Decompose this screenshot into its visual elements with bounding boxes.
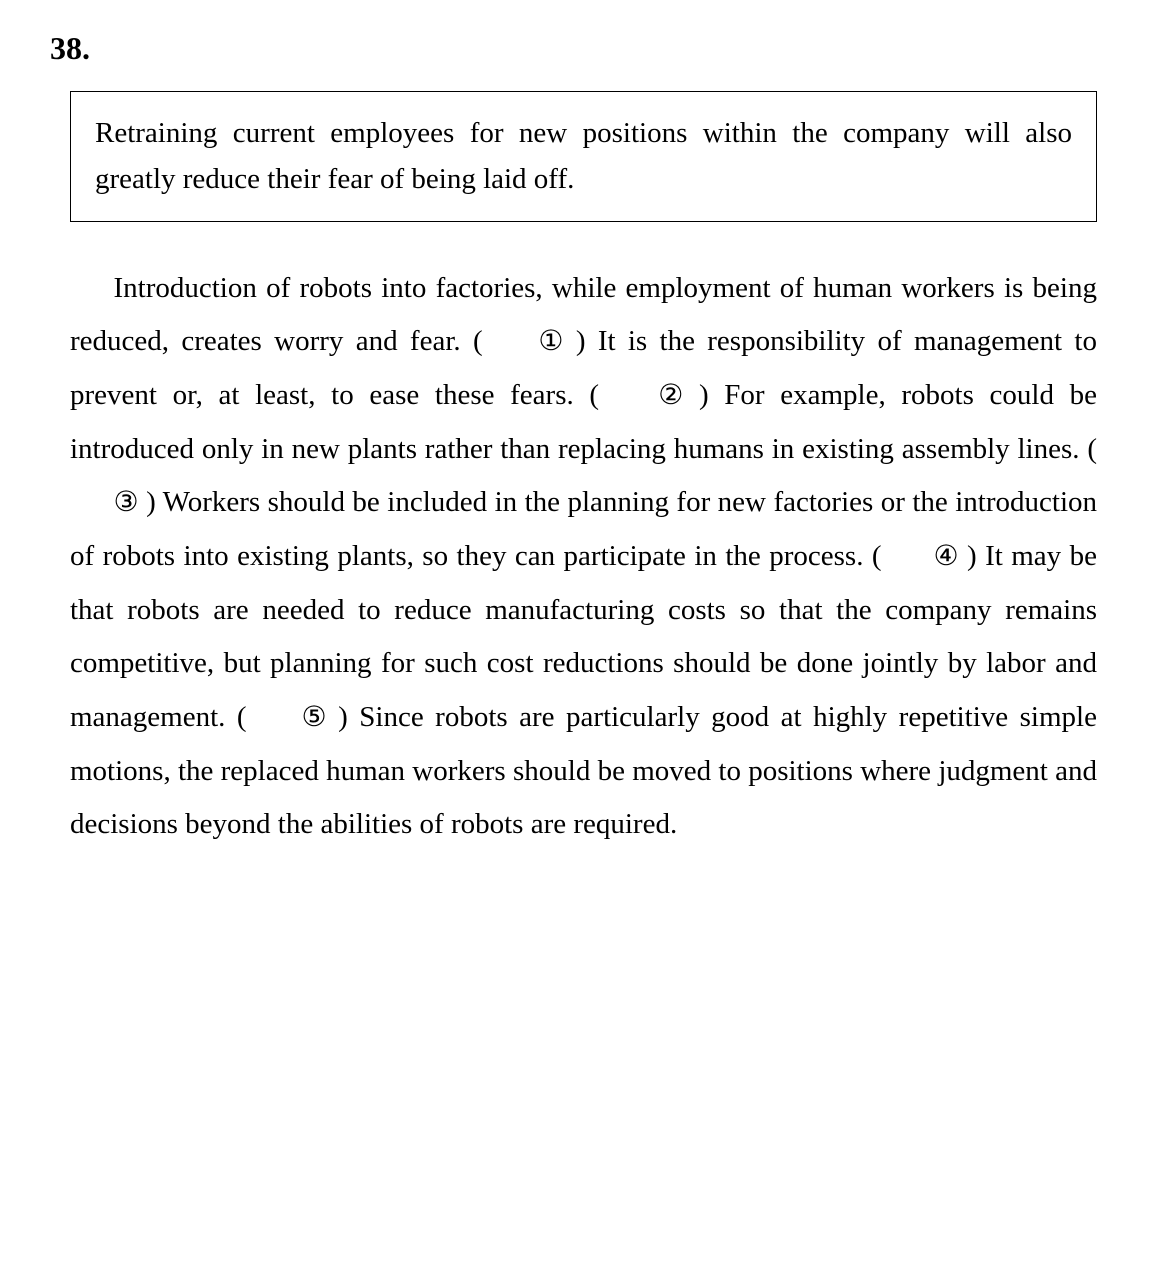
insertion-point-1[interactable]: ① [495,316,564,368]
insertion-point-2[interactable]: ② [615,370,684,422]
insertion-point-4[interactable]: ④ [890,531,959,583]
passage-text: Introduction of robots into factories, w… [50,262,1117,852]
sentence-to-insert-box: Retraining current employees for new pos… [70,91,1097,222]
question-number: 38. [50,30,1117,67]
insertion-point-5[interactable]: ⑤ [258,692,327,744]
insertion-point-3[interactable]: ③ [70,477,139,529]
